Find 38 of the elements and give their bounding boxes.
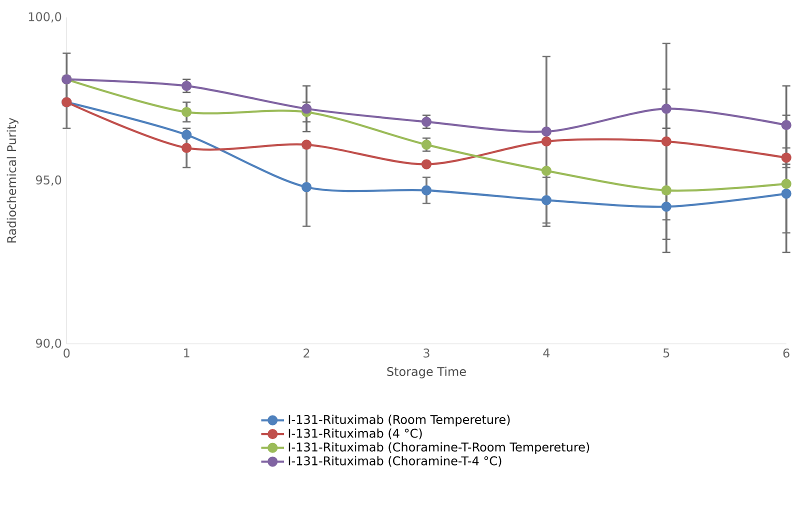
point (781, 178, 792, 189)
x-axis-title: Storage Time (387, 366, 466, 378)
point (541, 126, 552, 136)
point (182, 142, 192, 153)
y-axis-title: Radiochemical Purity (6, 118, 18, 242)
legend-label: I-131-Rituximab (Choramine-T-4 °C) (288, 456, 502, 467)
x-tick-label: 3 (424, 348, 430, 358)
legend-label: I-131-Rituximab (4 °C) (288, 428, 422, 440)
point (421, 158, 432, 170)
point (421, 139, 432, 150)
point (301, 139, 312, 150)
x-tick-label: 6 (783, 348, 790, 358)
point (541, 136, 552, 146)
point (182, 106, 192, 117)
point (182, 130, 192, 140)
point (781, 152, 792, 163)
x-tick-label: 0 (64, 348, 70, 358)
y-tick-label: 100,0 (28, 12, 62, 22)
x-tick-label: 1 (184, 348, 190, 358)
x-tick-label: 2 (304, 348, 310, 358)
point (661, 201, 672, 212)
point (661, 136, 672, 146)
y-tick-label: 95,0 (36, 175, 62, 186)
point (541, 194, 552, 206)
point (661, 103, 672, 114)
point (421, 116, 432, 127)
x-tick-label: 5 (663, 348, 670, 358)
legend-label: I-131-Rituximab (Choramine-T-Room Tempereture) (288, 442, 590, 454)
x-tick-label: 4 (543, 348, 550, 358)
point (182, 80, 192, 91)
point (781, 188, 792, 198)
point (661, 185, 672, 196)
point (421, 185, 432, 196)
point (301, 182, 312, 192)
point (781, 120, 792, 130)
y-tick-label: 90,0 (36, 338, 62, 349)
legend-label: I-131-Rituximab (Room Tempereture) (288, 414, 510, 426)
point (541, 166, 552, 176)
